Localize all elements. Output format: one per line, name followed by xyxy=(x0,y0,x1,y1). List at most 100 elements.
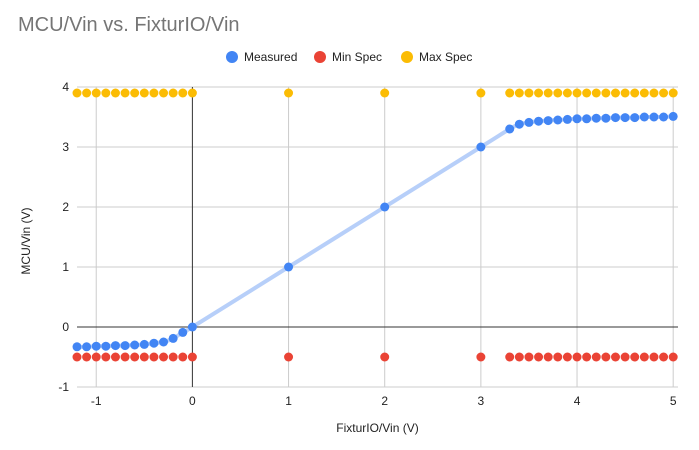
axes xyxy=(77,87,678,387)
point-measured xyxy=(562,114,572,124)
point-max-spec xyxy=(380,88,390,98)
point-min-spec xyxy=(524,352,534,362)
point-measured xyxy=(72,342,82,352)
x-tick-label: 4 xyxy=(574,394,581,408)
point-max-spec xyxy=(553,88,563,98)
point-max-spec xyxy=(649,88,659,98)
point-measured xyxy=(120,341,130,351)
point-min-spec xyxy=(130,352,140,362)
point-measured xyxy=(649,112,659,122)
point-max-spec xyxy=(476,88,486,98)
y-tick-label: 0 xyxy=(62,320,69,334)
point-max-spec xyxy=(159,88,169,98)
x-tick-label: 2 xyxy=(381,394,388,408)
point-measured xyxy=(505,124,515,134)
legend-item-min-spec[interactable]: Min Spec xyxy=(314,50,382,64)
point-min-spec xyxy=(72,352,82,362)
x-tick-label: -1 xyxy=(91,394,102,408)
point-measured xyxy=(582,114,592,124)
point-measured xyxy=(139,339,149,349)
point-min-spec xyxy=(591,352,601,362)
legend-item-max-spec[interactable]: Max Spec xyxy=(401,50,472,64)
point-min-spec xyxy=(668,352,678,362)
point-max-spec xyxy=(524,88,534,98)
y-tick-label: 2 xyxy=(62,200,69,214)
y-tick-label: 1 xyxy=(62,260,69,274)
point-measured xyxy=(630,113,640,123)
point-measured xyxy=(476,142,486,152)
legend-label-min-spec: Min Spec xyxy=(332,50,382,64)
point-measured xyxy=(149,338,159,348)
point-min-spec xyxy=(110,352,120,362)
point-min-spec xyxy=(572,352,582,362)
point-measured xyxy=(82,342,92,352)
point-max-spec xyxy=(591,88,601,98)
point-min-spec xyxy=(178,352,188,362)
legend-marker-max-spec xyxy=(401,51,413,63)
point-max-spec xyxy=(601,88,611,98)
data-points xyxy=(72,88,678,362)
point-max-spec xyxy=(514,88,524,98)
point-max-spec xyxy=(610,88,620,98)
point-measured xyxy=(178,327,188,337)
point-max-spec xyxy=(668,88,678,98)
y-tick-label: -1 xyxy=(58,380,69,394)
point-max-spec xyxy=(110,88,120,98)
point-measured xyxy=(380,202,390,212)
x-tick-label: 5 xyxy=(670,394,677,408)
point-min-spec xyxy=(649,352,659,362)
x-tick-label: 1 xyxy=(285,394,292,408)
point-min-spec xyxy=(582,352,592,362)
point-min-spec xyxy=(659,352,669,362)
point-min-spec xyxy=(553,352,563,362)
point-max-spec xyxy=(82,88,92,98)
point-max-spec xyxy=(72,88,82,98)
legend[interactable]: Measured Min Spec Max Spec xyxy=(226,50,472,64)
point-min-spec xyxy=(187,352,197,362)
point-measured xyxy=(659,112,669,122)
point-max-spec xyxy=(120,88,130,98)
point-max-spec xyxy=(534,88,544,98)
point-measured xyxy=(534,116,544,126)
point-measured xyxy=(668,111,678,121)
point-min-spec xyxy=(534,352,544,362)
tick-labels: -1 0 1 2 3 4 -1 0 1 2 3 4 5 xyxy=(58,80,677,408)
point-max-spec xyxy=(562,88,572,98)
point-measured xyxy=(620,113,630,123)
point-measured xyxy=(524,117,534,127)
point-measured xyxy=(601,113,611,123)
point-max-spec xyxy=(187,88,197,98)
legend-label-max-spec: Max Spec xyxy=(419,50,472,64)
y-axis-label: MCU/Vin (V) xyxy=(19,207,33,274)
point-measured xyxy=(572,114,582,124)
point-measured xyxy=(110,341,120,351)
point-min-spec xyxy=(159,352,169,362)
point-min-spec xyxy=(639,352,649,362)
point-max-spec xyxy=(505,88,515,98)
point-min-spec xyxy=(543,352,553,362)
point-min-spec xyxy=(630,352,640,362)
point-max-spec xyxy=(543,88,553,98)
point-min-spec xyxy=(514,352,524,362)
y-tick-label: 3 xyxy=(62,140,69,154)
point-max-spec xyxy=(620,88,630,98)
point-max-spec xyxy=(178,88,188,98)
point-max-spec xyxy=(130,88,140,98)
point-max-spec xyxy=(168,88,178,98)
point-measured xyxy=(159,337,169,347)
point-min-spec xyxy=(120,352,130,362)
x-axis-label: FixturIO/Vin (V) xyxy=(336,421,418,435)
point-min-spec xyxy=(139,352,149,362)
point-min-spec xyxy=(562,352,572,362)
trendline-layer xyxy=(75,114,676,349)
point-min-spec xyxy=(101,352,111,362)
point-max-spec xyxy=(659,88,669,98)
point-measured xyxy=(514,119,524,129)
point-min-spec xyxy=(149,352,159,362)
point-measured xyxy=(284,262,294,272)
y-tick-label: 4 xyxy=(62,80,69,94)
legend-item-measured[interactable]: Measured xyxy=(226,50,297,64)
point-min-spec xyxy=(284,352,294,362)
point-measured xyxy=(610,113,620,123)
point-max-spec xyxy=(630,88,640,98)
